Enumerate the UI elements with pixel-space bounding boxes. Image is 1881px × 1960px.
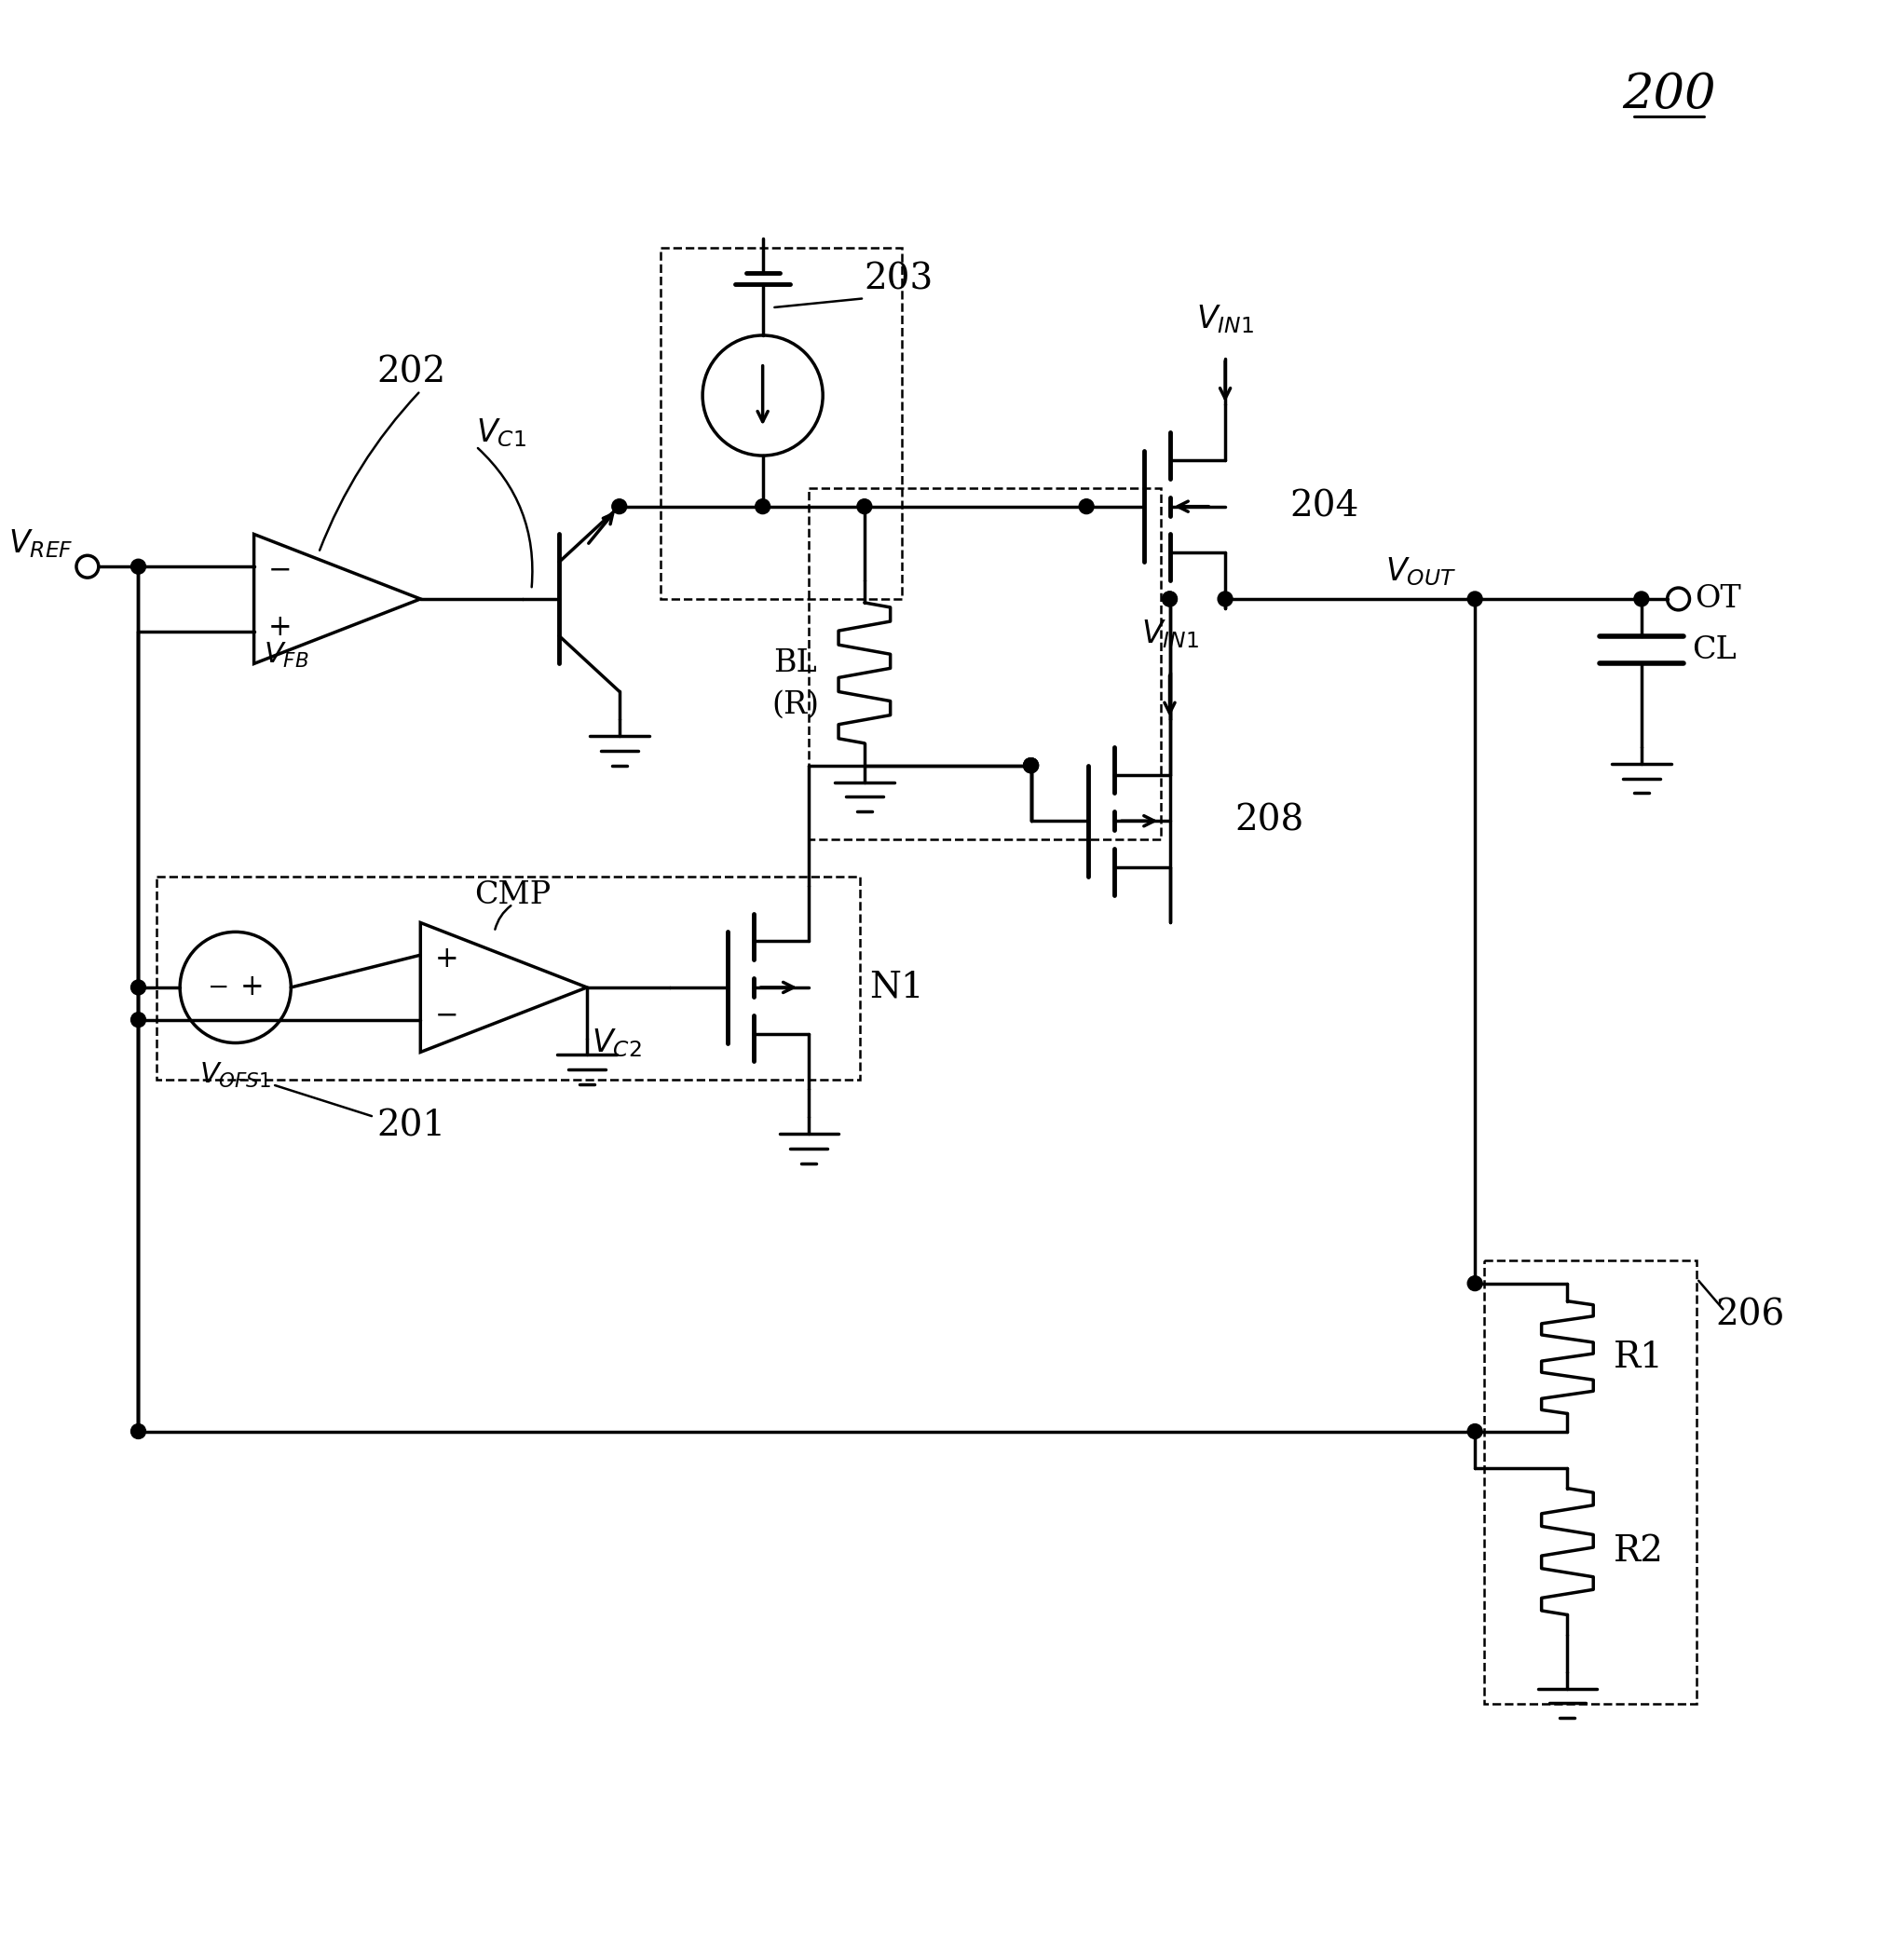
Bar bbox=[809, 488, 1161, 839]
Text: −: − bbox=[267, 557, 292, 584]
Bar bbox=[660, 247, 901, 600]
Circle shape bbox=[1023, 759, 1038, 772]
Text: $V_{IN1}$: $V_{IN1}$ bbox=[1196, 304, 1255, 335]
Circle shape bbox=[858, 500, 871, 514]
Circle shape bbox=[1635, 592, 1650, 606]
Text: 204: 204 bbox=[1290, 490, 1360, 523]
Circle shape bbox=[132, 559, 145, 574]
Circle shape bbox=[1467, 1276, 1482, 1292]
Text: $V_{OUT}$: $V_{OUT}$ bbox=[1386, 555, 1456, 588]
Bar bbox=[156, 876, 860, 1080]
Text: OT: OT bbox=[1695, 584, 1742, 613]
Text: (R): (R) bbox=[771, 690, 818, 719]
Text: $V_{REF}$: $V_{REF}$ bbox=[9, 527, 73, 561]
Text: −: − bbox=[435, 1002, 459, 1031]
Circle shape bbox=[1080, 500, 1095, 514]
Text: +: + bbox=[267, 613, 292, 641]
Text: $V_{C1}$: $V_{C1}$ bbox=[476, 416, 527, 449]
Text: 201: 201 bbox=[376, 1109, 446, 1143]
Text: R2: R2 bbox=[1614, 1535, 1665, 1568]
Text: +: + bbox=[435, 945, 459, 974]
Circle shape bbox=[1162, 592, 1178, 606]
Circle shape bbox=[1023, 759, 1038, 772]
Circle shape bbox=[611, 500, 626, 514]
Text: N1: N1 bbox=[869, 970, 924, 1005]
Circle shape bbox=[1023, 759, 1038, 772]
Circle shape bbox=[1467, 1425, 1482, 1439]
Text: +: + bbox=[241, 972, 263, 1002]
Circle shape bbox=[1467, 592, 1482, 606]
Circle shape bbox=[756, 500, 769, 514]
Circle shape bbox=[1162, 592, 1178, 606]
Text: $V_{FB}$: $V_{FB}$ bbox=[263, 641, 308, 670]
Text: $V_{C2}$: $V_{C2}$ bbox=[591, 1027, 641, 1058]
Text: R1: R1 bbox=[1614, 1341, 1665, 1374]
Text: −: − bbox=[209, 974, 229, 1000]
Circle shape bbox=[1217, 592, 1232, 606]
Text: BL: BL bbox=[773, 649, 816, 678]
Text: 206: 206 bbox=[1715, 1299, 1785, 1333]
Text: CL: CL bbox=[1693, 635, 1736, 664]
Bar bbox=[1484, 1260, 1697, 1703]
Text: 202: 202 bbox=[376, 355, 446, 390]
Text: $V_{OFS1}$: $V_{OFS1}$ bbox=[199, 1062, 271, 1090]
Text: $V_{IN1}$: $V_{IN1}$ bbox=[1142, 617, 1198, 651]
Circle shape bbox=[132, 1013, 145, 1027]
Text: CMP: CMP bbox=[474, 880, 551, 909]
Text: 200: 200 bbox=[1623, 71, 1715, 120]
Text: 203: 203 bbox=[865, 263, 933, 298]
Circle shape bbox=[132, 980, 145, 996]
Text: 208: 208 bbox=[1234, 804, 1304, 839]
Circle shape bbox=[132, 1425, 145, 1439]
